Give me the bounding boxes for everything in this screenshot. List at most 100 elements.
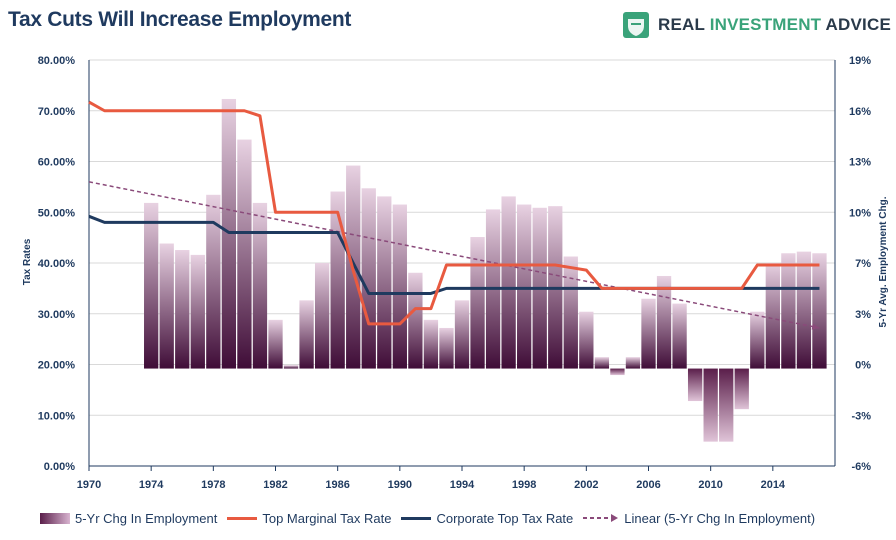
y-axis-left: 0.00% 10.00% 20.00% 30.00% 40.00% 50.00% 60.00… xyxy=(38,55,76,473)
legend-swatch-linear xyxy=(583,514,619,522)
employment-bar xyxy=(594,357,610,369)
x-tick-label: 1990 xyxy=(388,479,412,491)
y-left-tick-label: 70.00% xyxy=(38,106,76,118)
x-tick-label: 2014 xyxy=(761,479,786,491)
y-right-tick-label: 7% xyxy=(855,258,871,270)
y-left-tick-label: 50.00% xyxy=(38,207,76,219)
y-left-tick-label: 60.00% xyxy=(38,157,76,169)
y-axis-right: -6% -3% 0% 3% 7% 10% 13% 16% 19% xyxy=(849,55,871,473)
legend-swatch-corporate xyxy=(401,516,432,520)
employment-bar xyxy=(330,191,345,369)
employment-bar xyxy=(687,368,703,402)
legend-label-corporate: Corporate Top Tax Rate xyxy=(436,510,574,526)
x-tick-label: 1970 xyxy=(77,479,101,491)
y-left-tick-label: 30.00% xyxy=(38,309,76,321)
y-left-tick-label: 80.00% xyxy=(38,55,76,67)
legend-label-linear: Linear (5-Yr Chg In Employment) xyxy=(624,510,816,526)
y-left-tick-label: 20.00% xyxy=(38,360,76,372)
legend: 5-Yr Chg In Employment Top Marginal Tax … xyxy=(40,508,890,528)
y-left-tick-label: 0.00% xyxy=(44,461,75,473)
employment-bar xyxy=(283,365,299,369)
employment-bar xyxy=(765,263,780,369)
y-axis-right-title: 5-Yr Avg. Employment Chg. xyxy=(878,196,889,327)
employment-bar xyxy=(439,327,454,369)
employment-bar xyxy=(517,204,532,369)
x-axis: 1970 1974 1978 1982 1986 1990 1994 1998 2002 2006… xyxy=(77,466,786,491)
employment-bar xyxy=(610,368,625,376)
trendline xyxy=(88,181,820,329)
x-tick-label: 1994 xyxy=(450,479,475,491)
y-right-tick-label: 13% xyxy=(849,157,871,169)
employment-bar xyxy=(159,243,174,369)
x-tick-label: 2010 xyxy=(698,479,722,491)
x-tick-label: 1982 xyxy=(263,479,287,491)
x-tick-label: 1974 xyxy=(139,479,164,491)
employment-bar xyxy=(781,253,796,369)
employment-bar xyxy=(656,275,672,369)
y-left-tick-label: 40.00% xyxy=(38,258,76,270)
brand-logo: REAL INVESTMENT ADVICE xyxy=(622,8,891,42)
employment-bar xyxy=(237,139,252,369)
x-tick-label: 2006 xyxy=(636,479,660,491)
legend-label-marginal: Top Marginal Tax Rate xyxy=(262,510,392,526)
legend-label-employment: 5-Yr Chg In Employment xyxy=(75,510,218,526)
marginal-tax-line xyxy=(88,100,820,326)
employment-bar xyxy=(672,303,687,369)
trendline-arrowhead xyxy=(811,323,820,330)
brand-word-3: ADVICE xyxy=(821,15,891,34)
employment-bar xyxy=(470,237,485,369)
y-right-tick-label: 0% xyxy=(855,360,871,372)
x-tick-label: 1998 xyxy=(512,479,536,491)
employment-bars xyxy=(144,98,827,442)
employment-bar xyxy=(750,311,765,369)
employment-bar xyxy=(703,368,718,442)
brand-shield-icon xyxy=(623,12,649,38)
brand-name: REAL INVESTMENT ADVICE xyxy=(658,15,891,35)
employment-bar xyxy=(579,311,594,369)
employment-bar xyxy=(361,188,376,369)
employment-bar xyxy=(377,196,392,369)
employment-bar xyxy=(392,204,407,369)
legend-item-employment: 5-Yr Chg In Employment xyxy=(40,511,217,526)
chart-title: Tax Cuts Will Increase Employment xyxy=(8,8,352,31)
employment-bar xyxy=(501,196,516,369)
employment-bar xyxy=(206,194,221,369)
employment-bar xyxy=(175,250,190,369)
y-right-tick-label: -3% xyxy=(851,410,871,422)
legend-swatch-marginal xyxy=(227,516,258,520)
legend-item-linear: Linear (5-Yr Chg In Employment) xyxy=(583,511,815,526)
employment-bar xyxy=(796,251,812,369)
y-right-tick-label: 16% xyxy=(849,106,871,118)
employment-bar xyxy=(812,253,827,369)
employment-bar xyxy=(314,263,330,369)
legend-swatch-bar xyxy=(40,512,70,524)
legend-item-corporate: Corporate Top Tax Rate xyxy=(401,511,573,526)
employment-bar xyxy=(144,202,159,369)
employment-bar xyxy=(268,319,283,369)
y-right-tick-label: 3% xyxy=(855,309,871,321)
legend-item-marginal: Top Marginal Tax Rate xyxy=(227,511,391,526)
employment-bar xyxy=(299,300,314,369)
employment-bar xyxy=(423,319,439,369)
y-left-tick-label: 10.00% xyxy=(38,410,76,422)
chart-area: 0.00% 10.00% 20.00% 30.00% 40.00% 50.00% 60.00… xyxy=(22,55,889,491)
employment-bar xyxy=(641,298,656,369)
x-tick-label: 1986 xyxy=(325,479,349,491)
x-tick-label: 2002 xyxy=(574,479,598,491)
y-axis-left-title: Tax Rates xyxy=(22,238,33,285)
employment-bar xyxy=(190,254,205,369)
employment-bar xyxy=(734,368,749,410)
employment-bar xyxy=(252,202,268,369)
employment-bar xyxy=(563,256,578,369)
y-right-tick-label: -6% xyxy=(851,461,871,473)
y-right-tick-label: 10% xyxy=(849,207,871,219)
series-lines xyxy=(88,100,820,330)
brand-word-1: REAL xyxy=(658,15,710,34)
employment-bar xyxy=(454,300,470,369)
employment-bar xyxy=(625,357,641,369)
y-right-tick-label: 19% xyxy=(849,55,871,67)
brand-word-2: INVESTMENT xyxy=(709,15,822,34)
employment-bar xyxy=(408,272,423,369)
employment-bar xyxy=(719,368,734,442)
x-tick-label: 1978 xyxy=(201,479,225,491)
